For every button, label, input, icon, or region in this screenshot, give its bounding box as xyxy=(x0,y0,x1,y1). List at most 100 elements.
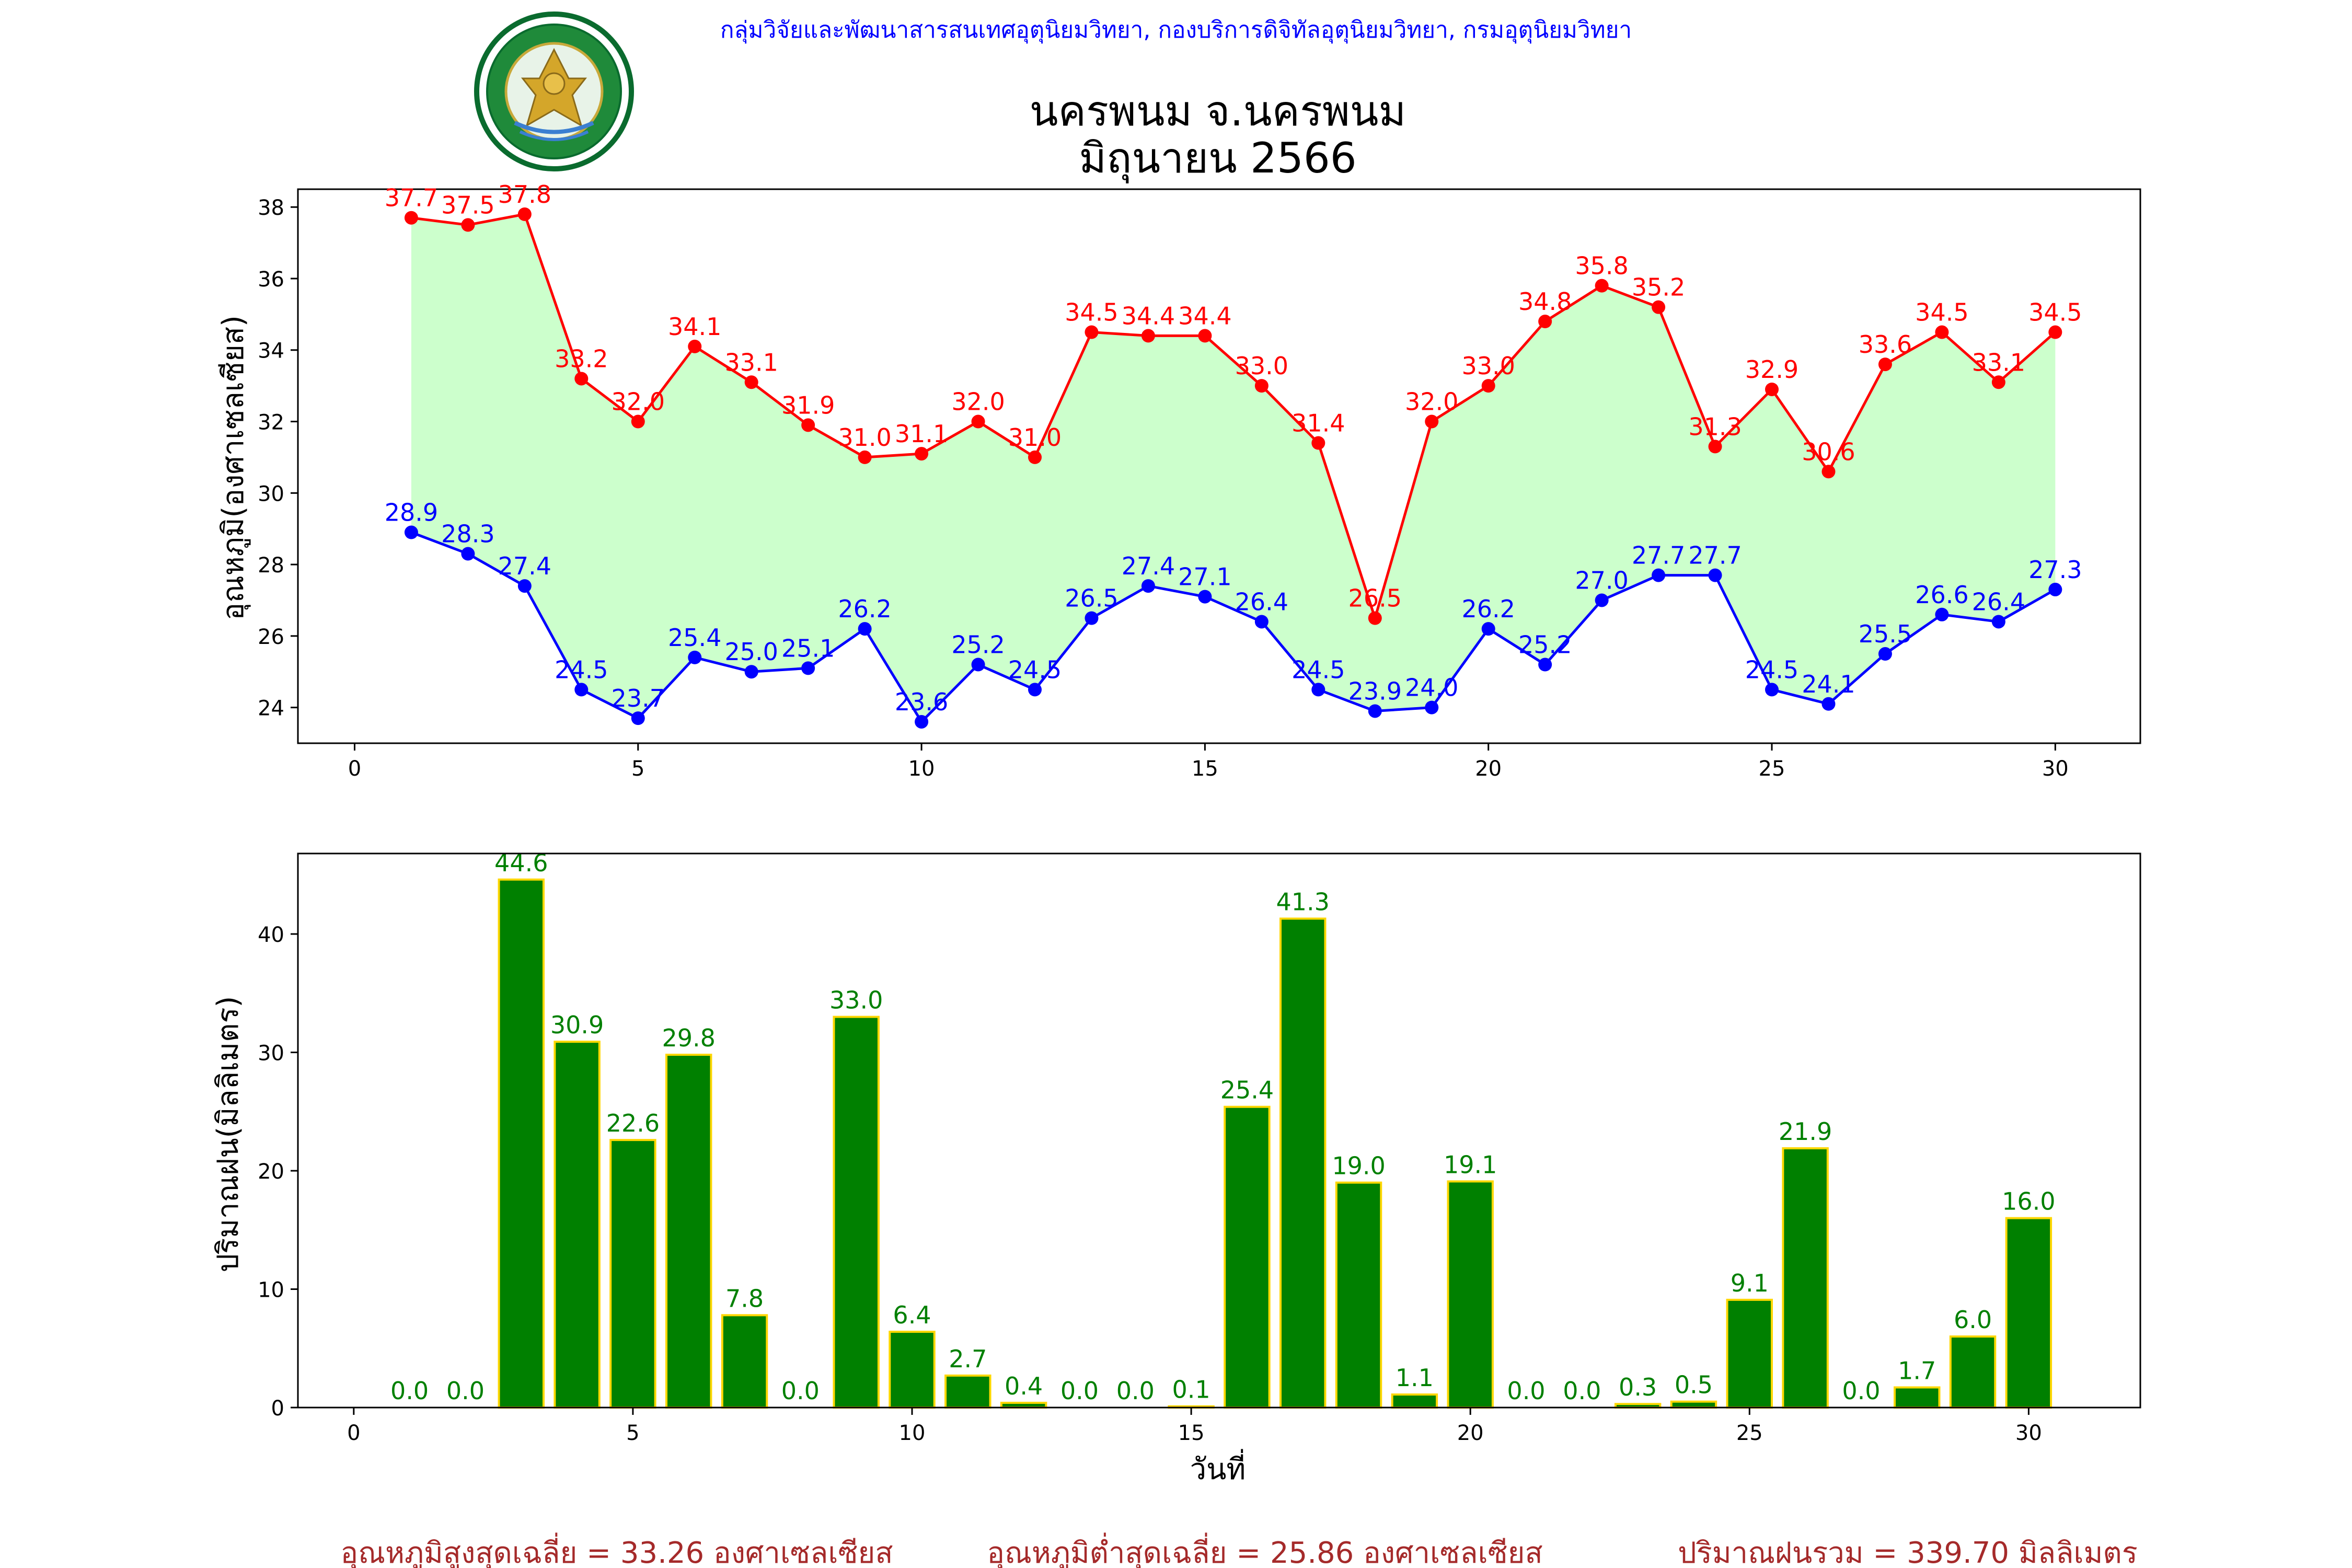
min-temp-data-label: 25.5 xyxy=(1859,620,1912,648)
max-temp-data-label: 33.0 xyxy=(1235,352,1288,380)
rain-bar xyxy=(1726,1298,1773,1409)
max-temp-data-label: 33.1 xyxy=(1972,348,2025,376)
x-tick-label: 0 xyxy=(347,1421,360,1445)
max-temp-data-label: 31.4 xyxy=(1292,409,1345,437)
min-temp-data-label: 26.2 xyxy=(1461,595,1515,623)
min-temp-point xyxy=(1991,615,2005,629)
x-tick-label: 30 xyxy=(2042,757,2069,781)
y-tick-label: 30 xyxy=(258,482,284,506)
rain-data-label: 30.9 xyxy=(550,1011,604,1039)
chart-title-line2: มิถุนายน 2566 xyxy=(1079,134,1356,183)
min-temp-data-label: 26.5 xyxy=(1065,584,1118,613)
max-temp-point xyxy=(1141,329,1155,343)
y-tick-label: 10 xyxy=(258,1278,284,1302)
rain-data-label: 16.0 xyxy=(2002,1187,2055,1216)
y-tick-label: 24 xyxy=(258,697,284,721)
min-temp-point xyxy=(461,547,475,561)
min-temp-data-label: 24.0 xyxy=(1405,674,1458,702)
max-temp-point xyxy=(1821,465,1836,479)
rain-bar xyxy=(498,878,545,1409)
min-temp-point xyxy=(744,665,758,679)
max-temp-data-label: 31.1 xyxy=(895,420,948,448)
max-temp-data-label: 33.6 xyxy=(1859,330,1912,359)
rain-data-label: 1.7 xyxy=(1898,1356,1936,1385)
max-temp-point xyxy=(858,450,872,464)
min-temp-data-label: 27.3 xyxy=(2028,556,2082,584)
rain-bar xyxy=(833,1016,880,1409)
rain-data-label: 2.7 xyxy=(949,1345,987,1373)
rain-bar xyxy=(1782,1147,1829,1409)
max-temp-point xyxy=(2048,325,2062,339)
max-temp-point xyxy=(404,211,418,225)
max-temp-data-label: 31.9 xyxy=(781,391,835,419)
rain-data-label: 19.1 xyxy=(1444,1150,1497,1179)
max-temp-point xyxy=(1652,300,1666,314)
min-temp-point xyxy=(404,525,418,539)
rain-data-label: 0.0 xyxy=(446,1377,485,1405)
max-temp-point xyxy=(631,414,645,429)
max-temp-point xyxy=(1368,611,1382,625)
temperature-y-axis-label: อุณหภูมิ(องศาเซลเซียส) xyxy=(216,315,251,620)
rain-data-label: 29.8 xyxy=(662,1024,716,1052)
max-temp-data-label: 30.6 xyxy=(1802,437,1855,466)
min-temp-point xyxy=(858,622,872,636)
min-temp-data-label: 24.5 xyxy=(555,655,608,684)
min-temp-point xyxy=(1878,647,1892,661)
rain-bar xyxy=(1949,1335,1997,1409)
min-temp-data-label: 24.5 xyxy=(1745,655,1798,684)
min-temp-point xyxy=(1481,622,1495,636)
max-temp-data-label: 34.5 xyxy=(2028,298,2082,327)
rainfall-x-axis-label: วันที่ xyxy=(1190,1449,1246,1486)
min-temp-data-label: 28.9 xyxy=(385,499,438,527)
min-temp-data-label: 27.7 xyxy=(1688,541,1742,570)
min-temp-data-label: 26.4 xyxy=(1235,587,1288,616)
max-temp-point xyxy=(1425,414,1439,429)
rainfall-y-axis-label: ปริมาณฝน(มิลลิเมตร) xyxy=(211,996,245,1273)
min-temp-point xyxy=(688,650,702,664)
max-temp-point xyxy=(1595,279,1609,293)
max-temp-data-label: 37.8 xyxy=(498,180,551,209)
rain-data-label: 6.0 xyxy=(1954,1306,1992,1334)
max-temp-point xyxy=(1254,379,1269,393)
min-temp-point xyxy=(1595,593,1609,607)
rain-data-label: 0.0 xyxy=(1060,1377,1099,1405)
max-temp-data-label: 31.3 xyxy=(1688,412,1742,441)
max-temp-point xyxy=(1538,315,1552,329)
x-tick-label: 5 xyxy=(626,1421,639,1445)
max-temp-point xyxy=(971,414,985,429)
max-temp-data-label: 34.8 xyxy=(1518,287,1572,316)
max-temp-data-label: 37.5 xyxy=(441,191,494,219)
chart-title-line1: นครพนม จ.นครพนม xyxy=(1030,87,1406,135)
x-tick-label: 25 xyxy=(1759,757,1785,781)
footer-average-min-temperature: อุณหภูมิต่ำสุดเฉลี่ย = 25.86 องศาเซลเซีย… xyxy=(987,1532,1542,1568)
rain-bar xyxy=(665,1054,712,1409)
y-tick-label: 20 xyxy=(258,1160,284,1184)
min-temp-data-label: 27.4 xyxy=(498,552,551,580)
min-temp-data-label: 24.5 xyxy=(1008,655,1062,684)
rain-bar xyxy=(889,1331,936,1409)
max-temp-point xyxy=(1311,436,1325,450)
x-tick-label: 20 xyxy=(1475,757,1502,781)
footer-average-max-temperature: อุณหภูมิสูงสุดเฉลี่ย = 33.26 องศาเซลเซีย… xyxy=(340,1532,893,1568)
rain-data-label: 41.3 xyxy=(1276,888,1330,916)
min-temp-data-label: 24.1 xyxy=(1802,670,1855,698)
department-logo xyxy=(474,11,634,171)
plot-frame xyxy=(297,852,2141,1409)
min-temp-point xyxy=(1765,683,1779,697)
max-temp-line xyxy=(411,213,2056,623)
min-temp-point xyxy=(1254,615,1269,629)
min-temp-data-label: 27.0 xyxy=(1575,566,1628,594)
min-temp-data-label: 25.2 xyxy=(951,631,1005,659)
rain-data-label: 33.0 xyxy=(829,986,883,1014)
max-temp-point xyxy=(688,339,702,353)
max-temp-point xyxy=(1765,382,1779,396)
min-temp-point xyxy=(1141,579,1155,593)
min-temp-point xyxy=(1311,683,1325,697)
max-temp-data-label: 32.0 xyxy=(1405,388,1458,416)
temperature-range-fill xyxy=(411,214,2056,722)
x-tick-label: 10 xyxy=(908,757,935,781)
rain-bar xyxy=(554,1041,601,1409)
min-temp-point xyxy=(631,711,645,725)
footer-total-rainfall: ปริมาณฝนรวม = 339.70 มิลลิเมตร xyxy=(1678,1536,2138,1568)
